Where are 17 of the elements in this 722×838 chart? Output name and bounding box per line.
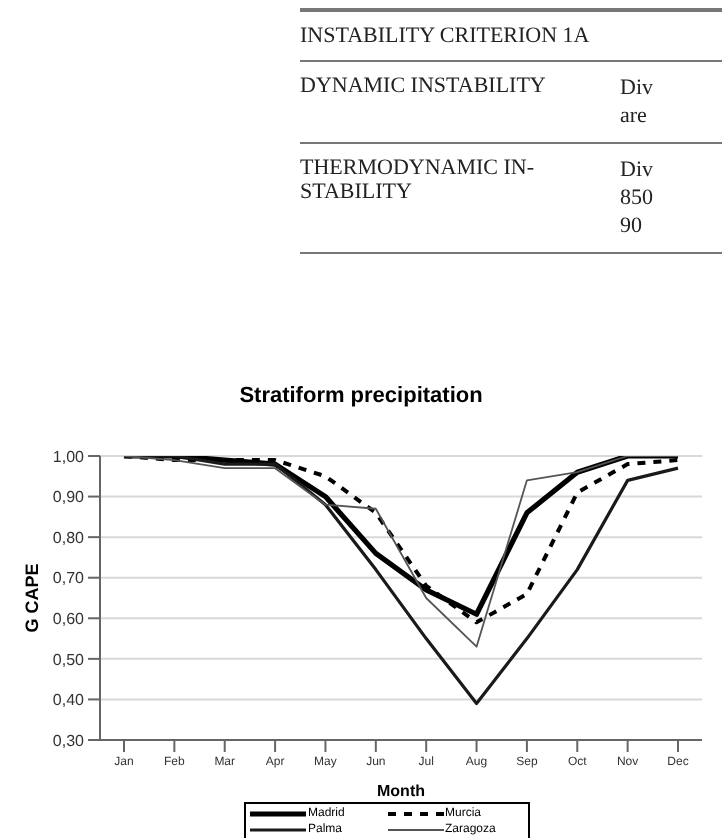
y-tick-label: 0,60 (52, 609, 86, 628)
y-tick-label: 0,90 (52, 488, 86, 507)
y-axis-title: G CAPE (22, 563, 43, 633)
x-axis-title: Month (377, 782, 426, 800)
y-tick-label: 1,00 (52, 447, 86, 466)
text: Div are (620, 74, 655, 130)
text: DYNAMIC INSTABILITY (300, 74, 548, 102)
text: THERMODYNAMIC IN- STABILITY (300, 156, 537, 208)
y-tick-label: 0,70 (52, 569, 86, 588)
line-series (122, 456, 680, 706)
y-tick-label: 0,40 (52, 691, 86, 710)
chart-title: Stratiform precipitation (237, 384, 485, 408)
y-tick-label: 0,50 (52, 650, 86, 669)
text: Div 850 90 (620, 156, 655, 240)
y-tick-label: 0,80 (52, 528, 86, 547)
text: INSTABILITY CRITERION 1A (300, 8, 722, 60)
y-tick-label: 0,30 (52, 731, 86, 750)
